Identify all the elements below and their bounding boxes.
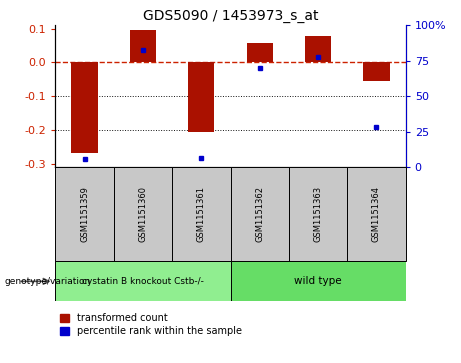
Bar <box>247 43 273 62</box>
Bar <box>172 167 230 261</box>
Text: GSM1151361: GSM1151361 <box>197 186 206 242</box>
Bar <box>55 261 230 301</box>
Bar <box>130 30 156 62</box>
Text: GSM1151362: GSM1151362 <box>255 186 264 242</box>
Bar <box>230 167 289 261</box>
Bar <box>71 62 98 154</box>
Text: GSM1151363: GSM1151363 <box>313 186 323 242</box>
Text: GSM1151364: GSM1151364 <box>372 186 381 242</box>
Bar <box>347 167 406 261</box>
Text: genotype/variation: genotype/variation <box>5 277 91 286</box>
Text: wild type: wild type <box>294 276 342 286</box>
Title: GDS5090 / 1453973_s_at: GDS5090 / 1453973_s_at <box>143 9 318 23</box>
Bar <box>114 167 172 261</box>
Bar <box>188 62 214 132</box>
Legend: transformed count, percentile rank within the sample: transformed count, percentile rank withi… <box>60 313 242 337</box>
Text: GSM1151359: GSM1151359 <box>80 186 89 242</box>
Bar <box>363 62 390 81</box>
Bar <box>230 261 406 301</box>
Bar <box>289 167 347 261</box>
Bar <box>55 167 114 261</box>
Text: GSM1151360: GSM1151360 <box>138 186 148 242</box>
Bar <box>305 36 331 62</box>
Text: cystatin B knockout Cstb-/-: cystatin B knockout Cstb-/- <box>82 277 204 286</box>
